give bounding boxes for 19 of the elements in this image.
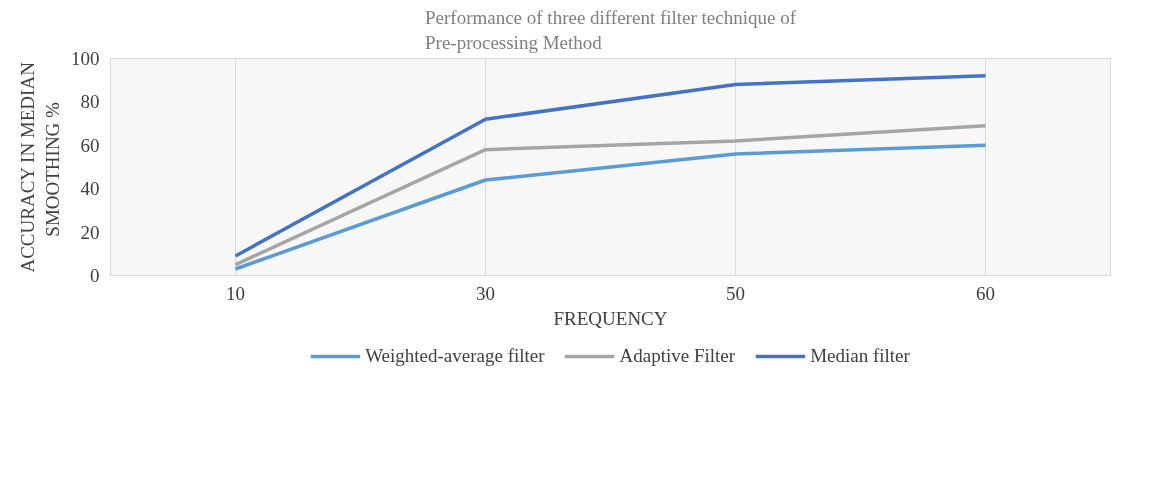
- y-tick-label: 0: [90, 265, 100, 286]
- x-tick-label: 60: [976, 282, 995, 304]
- y-tick-label: 40: [80, 178, 100, 200]
- chart-title: Performance of three different filter technique of Pre-processing Method: [424, 7, 797, 54]
- x-tick-label: 50: [726, 282, 745, 304]
- line-series: [233, 124, 988, 267]
- x-tick-label: 30: [476, 282, 495, 304]
- legend-label: Median filter: [810, 345, 910, 367]
- y-tick-label: 100: [71, 48, 100, 69]
- y-axis-title: ACCURACY IN MEDIAN SMOOTHING %: [16, 61, 63, 273]
- line-series: [233, 74, 988, 258]
- legend-label: Weighted-average filter: [365, 345, 545, 367]
- x-tick-label: 10: [226, 282, 245, 304]
- legend-label: Adaptive Filter: [619, 345, 736, 367]
- x-axis-title: FREQUENCY: [553, 307, 668, 329]
- y-tick-label: 80: [80, 91, 100, 113]
- line-series: [233, 143, 988, 271]
- y-tick-label: 60: [80, 134, 100, 156]
- y-tick-label: 20: [80, 221, 100, 243]
